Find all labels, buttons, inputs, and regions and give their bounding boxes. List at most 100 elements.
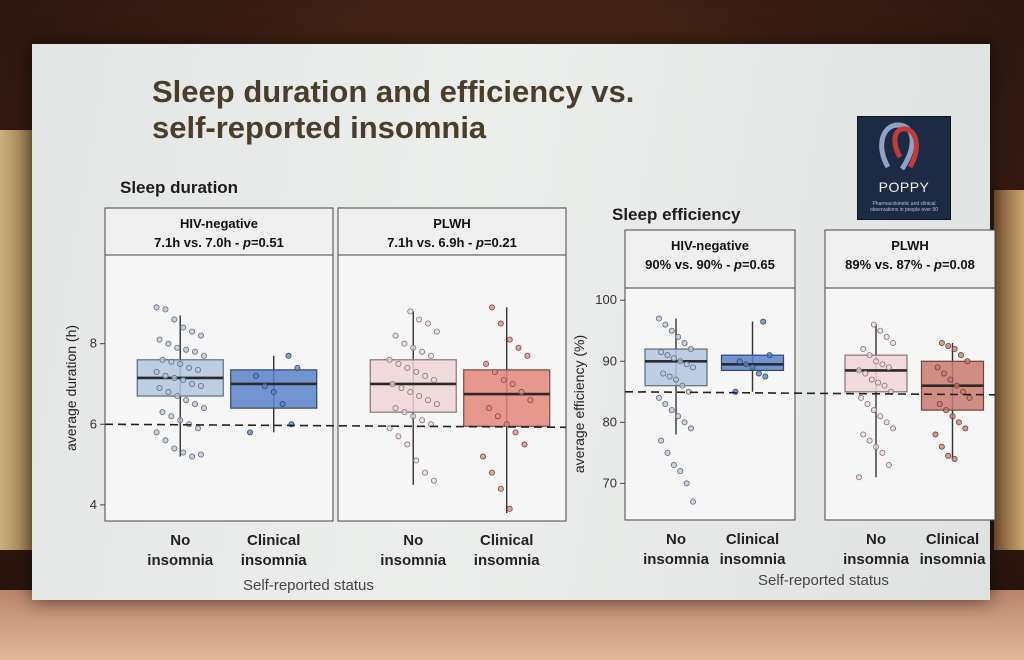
data-point xyxy=(413,368,420,375)
data-point xyxy=(430,376,437,383)
data-point xyxy=(524,352,531,359)
data-point xyxy=(866,437,873,444)
data-point xyxy=(960,388,967,395)
x-category-label: insomnia xyxy=(380,552,447,569)
efficiency-title: Sleep efficiency xyxy=(612,205,741,224)
data-point xyxy=(675,413,682,420)
data-point xyxy=(494,413,501,420)
data-point xyxy=(938,443,945,450)
y-tick-label: 80 xyxy=(603,414,617,429)
data-point xyxy=(162,437,169,444)
data-point xyxy=(153,429,160,436)
y-tick-label: 100 xyxy=(595,292,617,307)
data-point xyxy=(527,397,534,404)
duration-xlabel: Self-reported status xyxy=(243,577,374,594)
data-point xyxy=(189,453,196,460)
data-point xyxy=(743,361,750,368)
data-point xyxy=(860,346,867,353)
data-point xyxy=(687,425,694,432)
data-point xyxy=(485,405,492,412)
data-point xyxy=(200,352,207,359)
data-point xyxy=(194,366,201,373)
data-point xyxy=(410,413,417,420)
data-point xyxy=(879,361,886,368)
data-point xyxy=(419,348,426,355)
data-point xyxy=(433,401,440,408)
data-point xyxy=(389,380,396,387)
data-point xyxy=(413,457,420,464)
data-point xyxy=(392,332,399,339)
data-point xyxy=(881,382,888,389)
data-point xyxy=(760,318,767,325)
data-point xyxy=(521,441,528,448)
data-point xyxy=(866,352,873,359)
box-iqr xyxy=(463,369,551,427)
data-point xyxy=(503,421,510,428)
data-point xyxy=(655,394,662,401)
y-tick-label: 70 xyxy=(603,475,617,490)
x-category-label: insomnia xyxy=(147,552,214,569)
x-category-label: insomnia xyxy=(474,552,541,569)
data-point xyxy=(953,382,960,389)
data-point xyxy=(670,462,677,469)
data-point xyxy=(407,308,414,315)
data-point xyxy=(386,356,393,363)
data-point xyxy=(401,340,408,347)
data-point xyxy=(422,372,429,379)
data-point xyxy=(515,344,522,351)
data-point xyxy=(932,431,939,438)
efficiency-xlabel: Self-reported status xyxy=(758,572,889,589)
box-iqr xyxy=(230,369,318,409)
data-point xyxy=(885,364,892,371)
data-point xyxy=(683,480,690,487)
data-point xyxy=(168,413,175,420)
data-point xyxy=(860,431,867,438)
data-point xyxy=(938,339,945,346)
data-point xyxy=(890,339,897,346)
data-point xyxy=(398,384,405,391)
data-point xyxy=(683,361,690,368)
x-category-label: Clinical xyxy=(480,532,533,549)
wall-right xyxy=(994,190,1024,550)
data-point xyxy=(422,469,429,476)
data-point xyxy=(964,358,971,365)
x-category-label: insomnia xyxy=(920,551,987,568)
data-point xyxy=(855,367,862,374)
data-point xyxy=(870,321,877,328)
data-point xyxy=(162,306,169,313)
data-point xyxy=(162,372,169,379)
logo-subtext: Pharmacokinetic and clinical observation… xyxy=(869,201,939,213)
data-point xyxy=(883,419,890,426)
data-point xyxy=(885,462,892,469)
data-point xyxy=(681,419,688,426)
data-point xyxy=(666,373,673,380)
data-point xyxy=(183,346,190,353)
data-point xyxy=(197,332,204,339)
data-point xyxy=(171,445,178,452)
data-point xyxy=(664,352,671,359)
slide-title-line-1: Sleep duration and efficiency vs. xyxy=(152,74,635,109)
reference-line xyxy=(104,423,567,429)
x-category-label: No xyxy=(866,531,886,548)
data-point xyxy=(270,389,277,396)
data-point xyxy=(156,384,163,391)
data-point xyxy=(497,485,504,492)
data-point xyxy=(655,315,662,322)
data-point xyxy=(877,413,884,420)
data-point xyxy=(197,451,204,458)
data-point xyxy=(165,389,172,396)
facet-group-label: PLWH xyxy=(891,238,929,253)
data-point xyxy=(943,407,950,414)
data-point xyxy=(410,344,417,351)
data-point xyxy=(879,449,886,456)
x-category-label: Clinical xyxy=(926,531,979,548)
data-point xyxy=(947,376,954,383)
duration-title: Sleep duration xyxy=(120,178,239,197)
facet-group-label: HIV-negative xyxy=(671,238,749,253)
data-point xyxy=(279,401,286,408)
data-point xyxy=(165,340,172,347)
data-point xyxy=(194,425,201,432)
data-point xyxy=(749,364,756,371)
data-point xyxy=(883,333,890,340)
data-point xyxy=(862,370,869,377)
